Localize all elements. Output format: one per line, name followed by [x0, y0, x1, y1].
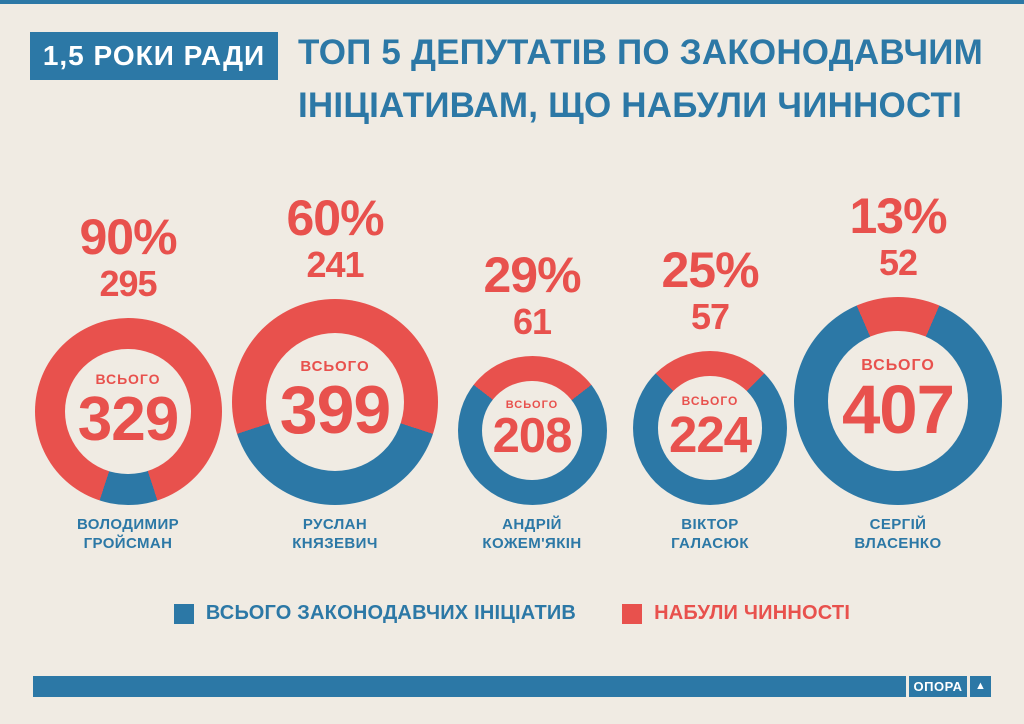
deputy-first-name: ВОЛОДИМИР [76, 516, 180, 533]
legend-swatch-red [622, 603, 643, 624]
total-caption: ВСЬОГО [681, 394, 739, 409]
donut-hole: ВСЬОГО 329 [65, 348, 191, 475]
edition-badge-label: 1,5 РОКИ РАДИ [42, 40, 266, 71]
page-title: ТОП 5 ДЕПУТАТІВ ПО ЗАКОНОДАВЧИМ ІНІЦІАТИВ… [298, 26, 983, 132]
deputy-name: СЕРГІЙ ВЛАСЕНКО [854, 515, 941, 555]
total-value: 224 [668, 405, 752, 463]
legend-label-in-force: НАБУЛИ ЧИННОСТІ [654, 602, 851, 624]
in-force-count: 61 [512, 301, 552, 342]
deputy-last-name: КОЖЕМ'ЯКІН [482, 535, 582, 552]
legend-item-total-initiatives: ВСЬОГО ЗАКОНОДАВЧИХ ІНІЦІАТИВ [173, 602, 577, 625]
donut-chart: ВСЬОГО 407 [794, 297, 1002, 505]
legend-label-total-initiatives: ВСЬОГО ЗАКОНОДАВЧИХ ІНІЦІАТИВ [205, 602, 577, 624]
total-caption: ВСЬОГО [505, 399, 559, 412]
brand-logo: ОПОРА [909, 676, 967, 697]
donut-chart: ВСЬОГО 224 [633, 351, 787, 505]
in-force-count: 57 [690, 296, 730, 337]
legend-swatch-blue [173, 603, 194, 624]
donut-hole: ВСЬОГО 399 [265, 332, 405, 472]
top-accent-bar [0, 0, 1024, 4]
percent-label: 25% [661, 242, 759, 298]
in-force-count: 241 [306, 244, 364, 285]
deputy-column-kniazevych: 60% 241 ВСЬОГО 399 РУСЛАН КНЯЗЕВИЧ [232, 190, 438, 555]
page-title-line1: ТОП 5 ДЕПУТАТІВ ПО ЗАКОНОДАВЧИМ [298, 33, 984, 72]
deputy-column-kozhemiakin: 29% 61 ВСЬОГО 208 АНДРІЙ КОЖЕМ'ЯКІН [432, 249, 632, 555]
total-caption: ВСЬОГО [300, 358, 370, 376]
donut-hole: ВСЬОГО 224 [658, 376, 762, 480]
deputy-name: ВІКТОР ГАЛАСЮК [671, 515, 749, 555]
total-caption: ВСЬОГО [95, 371, 161, 388]
deputy-last-name: ВЛАСЕНКО [854, 535, 942, 552]
donut-hole: ВСЬОГО 407 [828, 331, 968, 471]
in-force-count: 295 [99, 263, 157, 304]
percent-label: 90% [79, 209, 177, 265]
legend-item-in-force: НАБУЛИ ЧИННОСТІ [622, 602, 850, 625]
deputy-first-name: СЕРГІЙ [869, 516, 927, 533]
deputy-last-name: ГАЛАСЮК [671, 535, 749, 552]
deputy-first-name: АНДРІЙ [502, 516, 562, 533]
total-value: 399 [279, 371, 391, 448]
donut-hole: ВСЬОГО 208 [482, 380, 582, 481]
edition-badge: 1,5 РОКИ РАДИ [30, 32, 278, 80]
in-force-count: 52 [878, 242, 918, 283]
deputy-last-name: ГРОЙСМАН [83, 535, 173, 552]
percent-label: 29% [483, 247, 581, 303]
page-title-line2: ІНІЦІАТИВАМ, ЩО НАБУЛИ ЧИННОСТІ [298, 86, 963, 125]
deputy-column-vlasenko: 13% 52 ВСЬОГО 407 СЕРГІЙ ВЛАСЕНКО [794, 188, 1002, 555]
deputy-first-name: РУСЛАН [302, 516, 368, 533]
deputy-name: АНДРІЙ КОЖЕМ'ЯКІН [482, 515, 581, 555]
deputy-column-groisman: 90% 295 ВСЬОГО 329 ВОЛОДИМИР ГРОЙСМАН [28, 211, 228, 555]
total-value: 407 [841, 370, 955, 448]
total-caption: ВСЬОГО [861, 357, 935, 375]
deputy-name: ВОЛОДИМИР ГРОЙСМАН [77, 515, 179, 555]
triangle-up-icon: ▲ [975, 680, 986, 692]
legend: ВСЬОГО ЗАКОНОДАВЧИХ ІНІЦІАТИВ НАБУЛИ ЧИН… [0, 602, 1024, 625]
donut-chart: ВСЬОГО 399 [232, 299, 438, 505]
footer-divider-bar [33, 676, 906, 697]
brand-arrow-icon: ▲ [970, 676, 991, 697]
deputy-column-halasiuk: 25% 57 ВСЬОГО 224 ВІКТОР ГАЛАСЮК [610, 244, 810, 555]
donut-chart: ВСЬОГО 208 [457, 356, 607, 505]
deputy-first-name: ВІКТОР [681, 516, 739, 533]
percent-label: 13% [849, 188, 947, 244]
donut-chart: ВСЬОГО 329 [34, 318, 222, 505]
deputy-name: РУСЛАН КНЯЗЕВИЧ [292, 515, 378, 555]
brand-logo-label: ОПОРА [913, 679, 963, 694]
total-value: 208 [492, 408, 573, 463]
percent-label: 60% [286, 190, 384, 246]
total-value: 329 [77, 384, 179, 454]
deputy-last-name: КНЯЗЕВИЧ [292, 535, 378, 552]
